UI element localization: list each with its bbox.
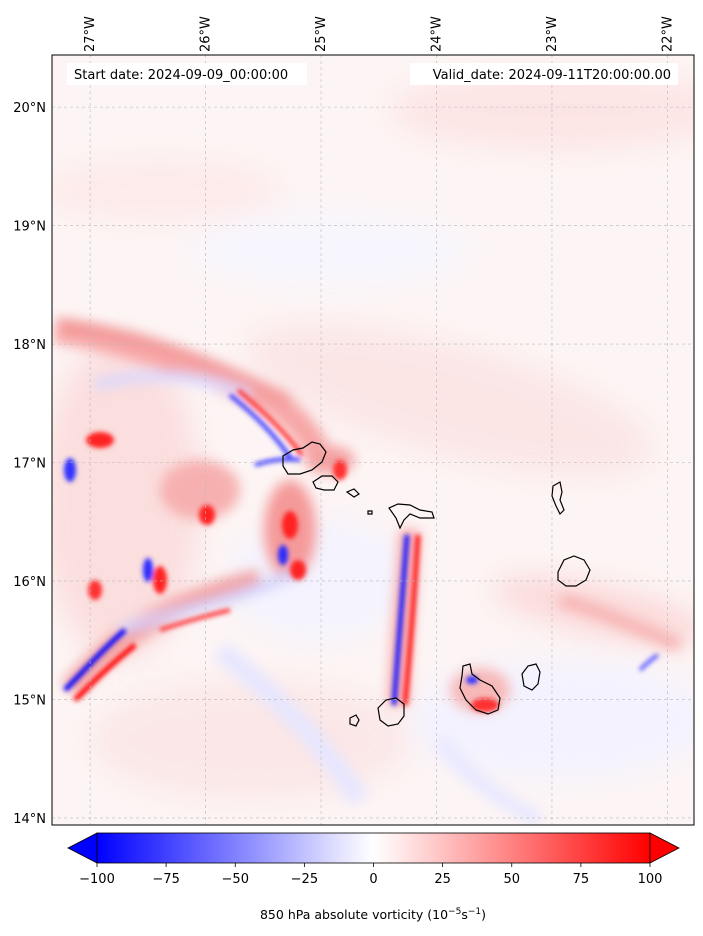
- colorbar-gradient: [96, 832, 651, 864]
- island-coastlines: [282, 441, 591, 727]
- lon-tick-label: 27°W: [83, 16, 98, 52]
- colorbar-tick-label: −100: [79, 872, 115, 887]
- gridlines: [52, 55, 694, 825]
- island-raso: [367, 510, 373, 515]
- valid-date-text: Valid_date: 2024-09-11T20:00:00.00: [433, 68, 671, 83]
- map-frame: [51, 54, 695, 826]
- map-panel: Start date: 2024-09-09_00:00:00 Valid_da…: [51, 54, 695, 826]
- island-maio: [521, 663, 541, 691]
- lon-tick-label: 25°W: [314, 16, 329, 52]
- island-sao-nicolau: [388, 503, 435, 530]
- colorbar-tick-label: 25: [434, 872, 451, 887]
- island-sal: [551, 481, 565, 516]
- colorbar-tick-label: 100: [638, 872, 663, 887]
- lon-tick-label: 24°W: [430, 16, 445, 52]
- colorbar-label: 850 hPa absolute vorticity (10−5s−1): [260, 907, 486, 922]
- latitude-ticks: 20°N 19°N 18°N 17°N 16°N 15°N 14°N: [13, 101, 46, 827]
- start-date-text: Start date: 2024-09-09_00:00:00: [74, 68, 288, 83]
- lat-tick-label: 14°N: [13, 812, 46, 827]
- lat-tick-label: 20°N: [13, 101, 46, 116]
- colorbar-tick-label: 0: [369, 872, 377, 887]
- lat-tick-label: 15°N: [13, 693, 46, 708]
- island-santo-antao: [282, 441, 327, 475]
- longitude-ticks: 27°W 26°W 25°W 24°W 23°W 22°W: [83, 16, 675, 52]
- colorbar-tick-label: −25: [291, 872, 318, 887]
- colorbar-tick-label: −75: [152, 872, 179, 887]
- colorbar-extend-low: [67, 832, 98, 864]
- start-date-box: Start date: 2024-09-09_00:00:00: [67, 63, 307, 85]
- island-sao-vicente: [312, 475, 339, 491]
- valid-date-box: Valid_date: 2024-09-11T20:00:00.00: [410, 63, 678, 85]
- vorticity-field: [52, 70, 694, 825]
- lat-tick-label: 16°N: [13, 575, 46, 590]
- lat-tick-label: 17°N: [13, 457, 46, 472]
- lon-tick-label: 26°W: [199, 16, 214, 52]
- island-boa-vista: [557, 555, 591, 587]
- colorbar-tick-label: −50: [222, 872, 249, 887]
- lon-tick-label: 22°W: [660, 16, 675, 52]
- colorbar: −100 −75 −50 −25 0 25 50 75 100 850 hPa absolute…: [67, 832, 680, 922]
- lat-tick-label: 19°N: [13, 220, 46, 235]
- colorbar-tick-label: 75: [573, 872, 590, 887]
- island-fogo: [377, 697, 405, 727]
- island-santiago: [459, 663, 501, 715]
- colorbar-extend-high: [649, 832, 680, 864]
- colorbar-tick-label: 50: [503, 872, 520, 887]
- island-brava: [349, 714, 360, 727]
- island-santa-luzia: [345, 488, 360, 498]
- lat-tick-label: 18°N: [13, 338, 46, 353]
- colorbar-ticks: −100 −75 −50 −25 0 25 50 75 100: [79, 863, 662, 887]
- lon-tick-label: 23°W: [545, 16, 560, 52]
